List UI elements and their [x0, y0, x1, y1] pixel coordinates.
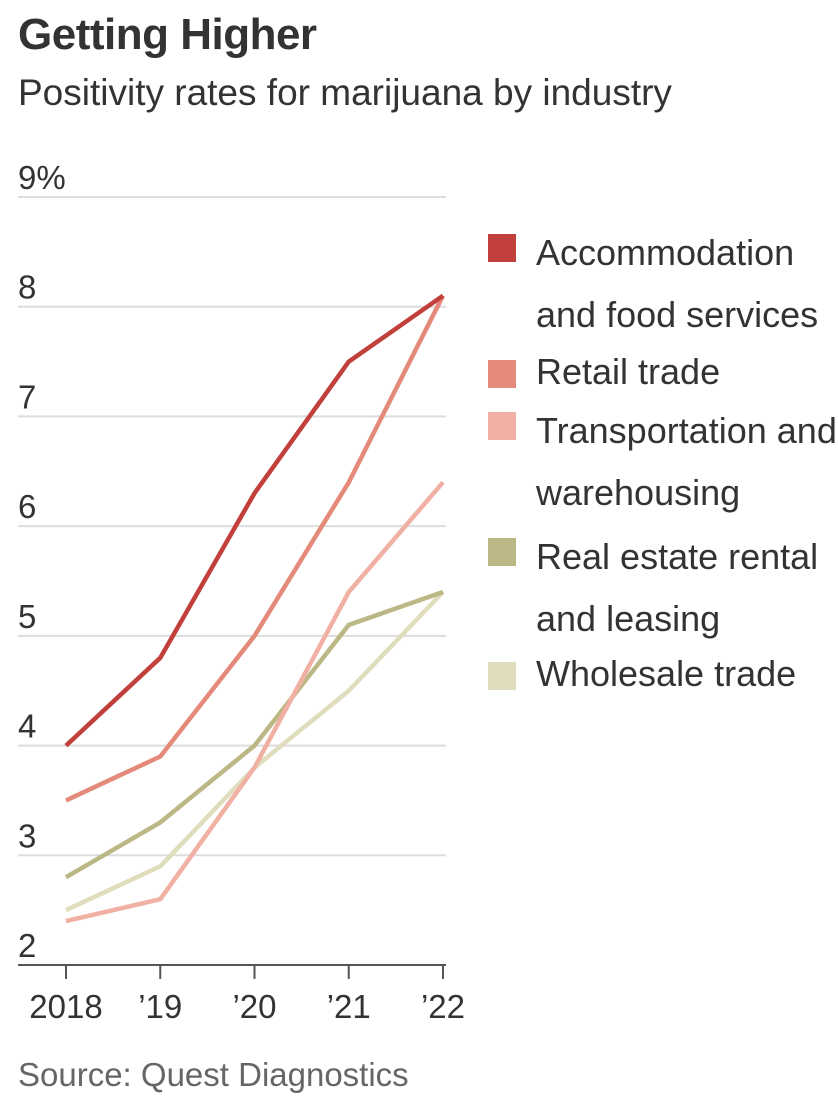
legend-label: Retail trade [536, 351, 721, 392]
series-line-retail [65, 294, 446, 803]
y-tick-label: 7 [18, 378, 36, 415]
legend-swatch [488, 412, 516, 440]
y-tick-label: 6 [18, 488, 36, 525]
legend-item-wholesale: Wholesale trade [488, 652, 838, 696]
chart-title: Getting Higher [18, 10, 317, 59]
series-line-transportation [65, 480, 445, 924]
y-tick-label: 9% [18, 159, 66, 196]
y-axis-ticks: 2 3 4 5 6 7 8 9% [18, 159, 66, 964]
legend-label: Accommodation and food services [536, 232, 819, 335]
legend-label: Transportation and warehousing [536, 410, 837, 513]
source-note: Source: Quest Diagnostics [18, 1056, 409, 1093]
y-tick-label: 3 [18, 817, 36, 854]
y-tick-label: 2 [18, 927, 36, 964]
series-line-wholesale [65, 590, 445, 913]
legend-swatch [488, 360, 516, 388]
legend-swatch [488, 234, 516, 262]
chart-subtitle: Positivity rates for marijuana by indust… [18, 72, 672, 113]
legend-item-real-estate: Real estate rental and leasing [488, 526, 838, 650]
x-tick-label: ’21 [327, 988, 371, 1025]
x-axis: 2018 ’19 ’20 ’21 ’22 [18, 964, 465, 1025]
legend-item-retail: Retail trade [488, 350, 838, 394]
series-lines [64, 293, 446, 924]
legend-label: Real estate rental and leasing [536, 536, 819, 639]
x-tick-label: ’19 [138, 988, 182, 1025]
y-tick-label: 5 [18, 598, 36, 635]
legend-label: Wholesale trade [536, 653, 797, 694]
legend-swatch [488, 662, 516, 690]
x-tick-label: 2018 [29, 988, 102, 1025]
legend-swatch [488, 538, 516, 566]
legend-item-accommodation: Accommodation and food services [488, 222, 838, 346]
y-tick-label: 4 [18, 708, 36, 745]
legend-item-transportation: Transportation and warehousing [488, 400, 838, 524]
series-line-accommodation [64, 293, 445, 748]
gridlines [18, 196, 446, 857]
series-line-real [64, 589, 444, 880]
x-tick-label: ’20 [232, 988, 276, 1025]
y-tick-label: 8 [18, 269, 36, 306]
x-tick-label: ’22 [421, 988, 465, 1025]
legend: Accommodation and food services Retail t… [488, 222, 838, 698]
